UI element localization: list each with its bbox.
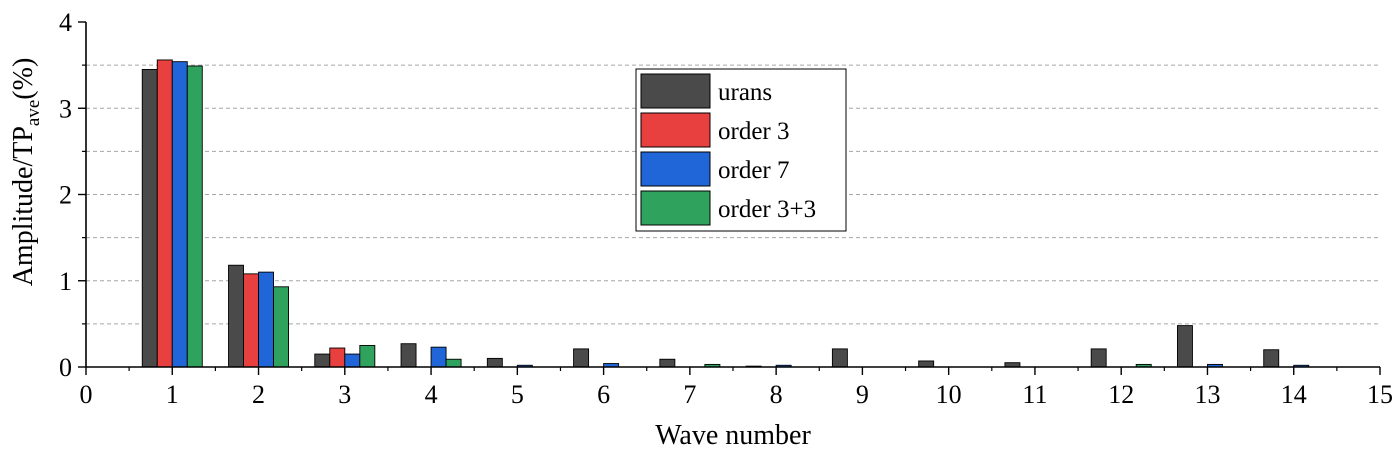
y-axis-title-subscript: ave bbox=[23, 100, 44, 126]
x-tick-label: 1 bbox=[166, 380, 179, 409]
x-tick-label: 13 bbox=[1194, 380, 1220, 409]
bar bbox=[228, 264, 244, 368]
x-tick-label: 5 bbox=[511, 380, 524, 409]
x-tick-label: 8 bbox=[770, 380, 783, 409]
legend-label: urans bbox=[718, 79, 772, 106]
bar bbox=[314, 353, 331, 368]
bar bbox=[273, 286, 290, 368]
legend-label: order 3+3 bbox=[718, 196, 816, 223]
bar bbox=[400, 343, 417, 368]
x-tick-label: 3 bbox=[338, 380, 351, 409]
y-tick-label: 0 bbox=[59, 353, 72, 382]
y-axis-title-suffix: (%) bbox=[8, 58, 39, 100]
bar bbox=[1176, 325, 1193, 368]
bar bbox=[359, 344, 376, 368]
x-tick-label: 2 bbox=[252, 380, 265, 409]
x-tick-label: 9 bbox=[856, 380, 869, 409]
bar bbox=[430, 346, 447, 368]
y-tick-label: 4 bbox=[59, 8, 72, 37]
x-axis-title: Wave number bbox=[655, 420, 811, 449]
bar bbox=[186, 65, 203, 368]
bar bbox=[1090, 348, 1107, 368]
legend-label: order 7 bbox=[718, 157, 790, 184]
bar bbox=[329, 347, 346, 368]
y-tick-label: 3 bbox=[59, 94, 72, 123]
y-tick-label: 2 bbox=[59, 181, 72, 210]
x-tick-label: 7 bbox=[683, 380, 696, 409]
bar bbox=[486, 357, 503, 368]
x-tick-label: 11 bbox=[1022, 380, 1047, 409]
bar bbox=[156, 59, 173, 368]
bar bbox=[445, 358, 462, 368]
y-axis-title-main: Amplitude/TP bbox=[8, 126, 39, 286]
bar bbox=[659, 358, 676, 368]
bar bbox=[344, 353, 361, 368]
legend-label: order 3 bbox=[718, 118, 790, 145]
bar bbox=[918, 360, 935, 368]
x-tick-label: 6 bbox=[597, 380, 610, 409]
legend-swatch bbox=[640, 190, 711, 226]
x-tick-label: 0 bbox=[80, 380, 93, 409]
x-axis-ticks: 0 1 2 3 4 5 6 7 8 9 10 11 12 13 14 15 bbox=[80, 367, 1393, 409]
y-axis-ticks: 0 1 2 3 4 bbox=[59, 8, 86, 382]
x-tick-label: 4 bbox=[425, 380, 438, 409]
bar bbox=[171, 61, 188, 368]
y-tick-label: 1 bbox=[59, 267, 72, 296]
bars bbox=[141, 59, 1310, 368]
legend-swatch bbox=[640, 112, 711, 148]
legend-swatch bbox=[640, 73, 711, 109]
legend: urans order 3 order 7 order 3+3 bbox=[635, 68, 847, 232]
bar bbox=[243, 273, 259, 368]
bar bbox=[141, 68, 158, 368]
x-tick-label: 12 bbox=[1108, 380, 1134, 409]
bar bbox=[1263, 349, 1280, 368]
x-tick-label: 14 bbox=[1281, 380, 1307, 409]
legend-swatch bbox=[640, 151, 711, 187]
bar bbox=[573, 348, 590, 368]
y-axis-title: Amplitude/TPave(%) bbox=[8, 58, 44, 287]
bar bbox=[258, 271, 274, 368]
bar bbox=[831, 348, 848, 368]
x-tick-label: 15 bbox=[1367, 380, 1393, 409]
x-tick-label: 10 bbox=[936, 380, 962, 409]
